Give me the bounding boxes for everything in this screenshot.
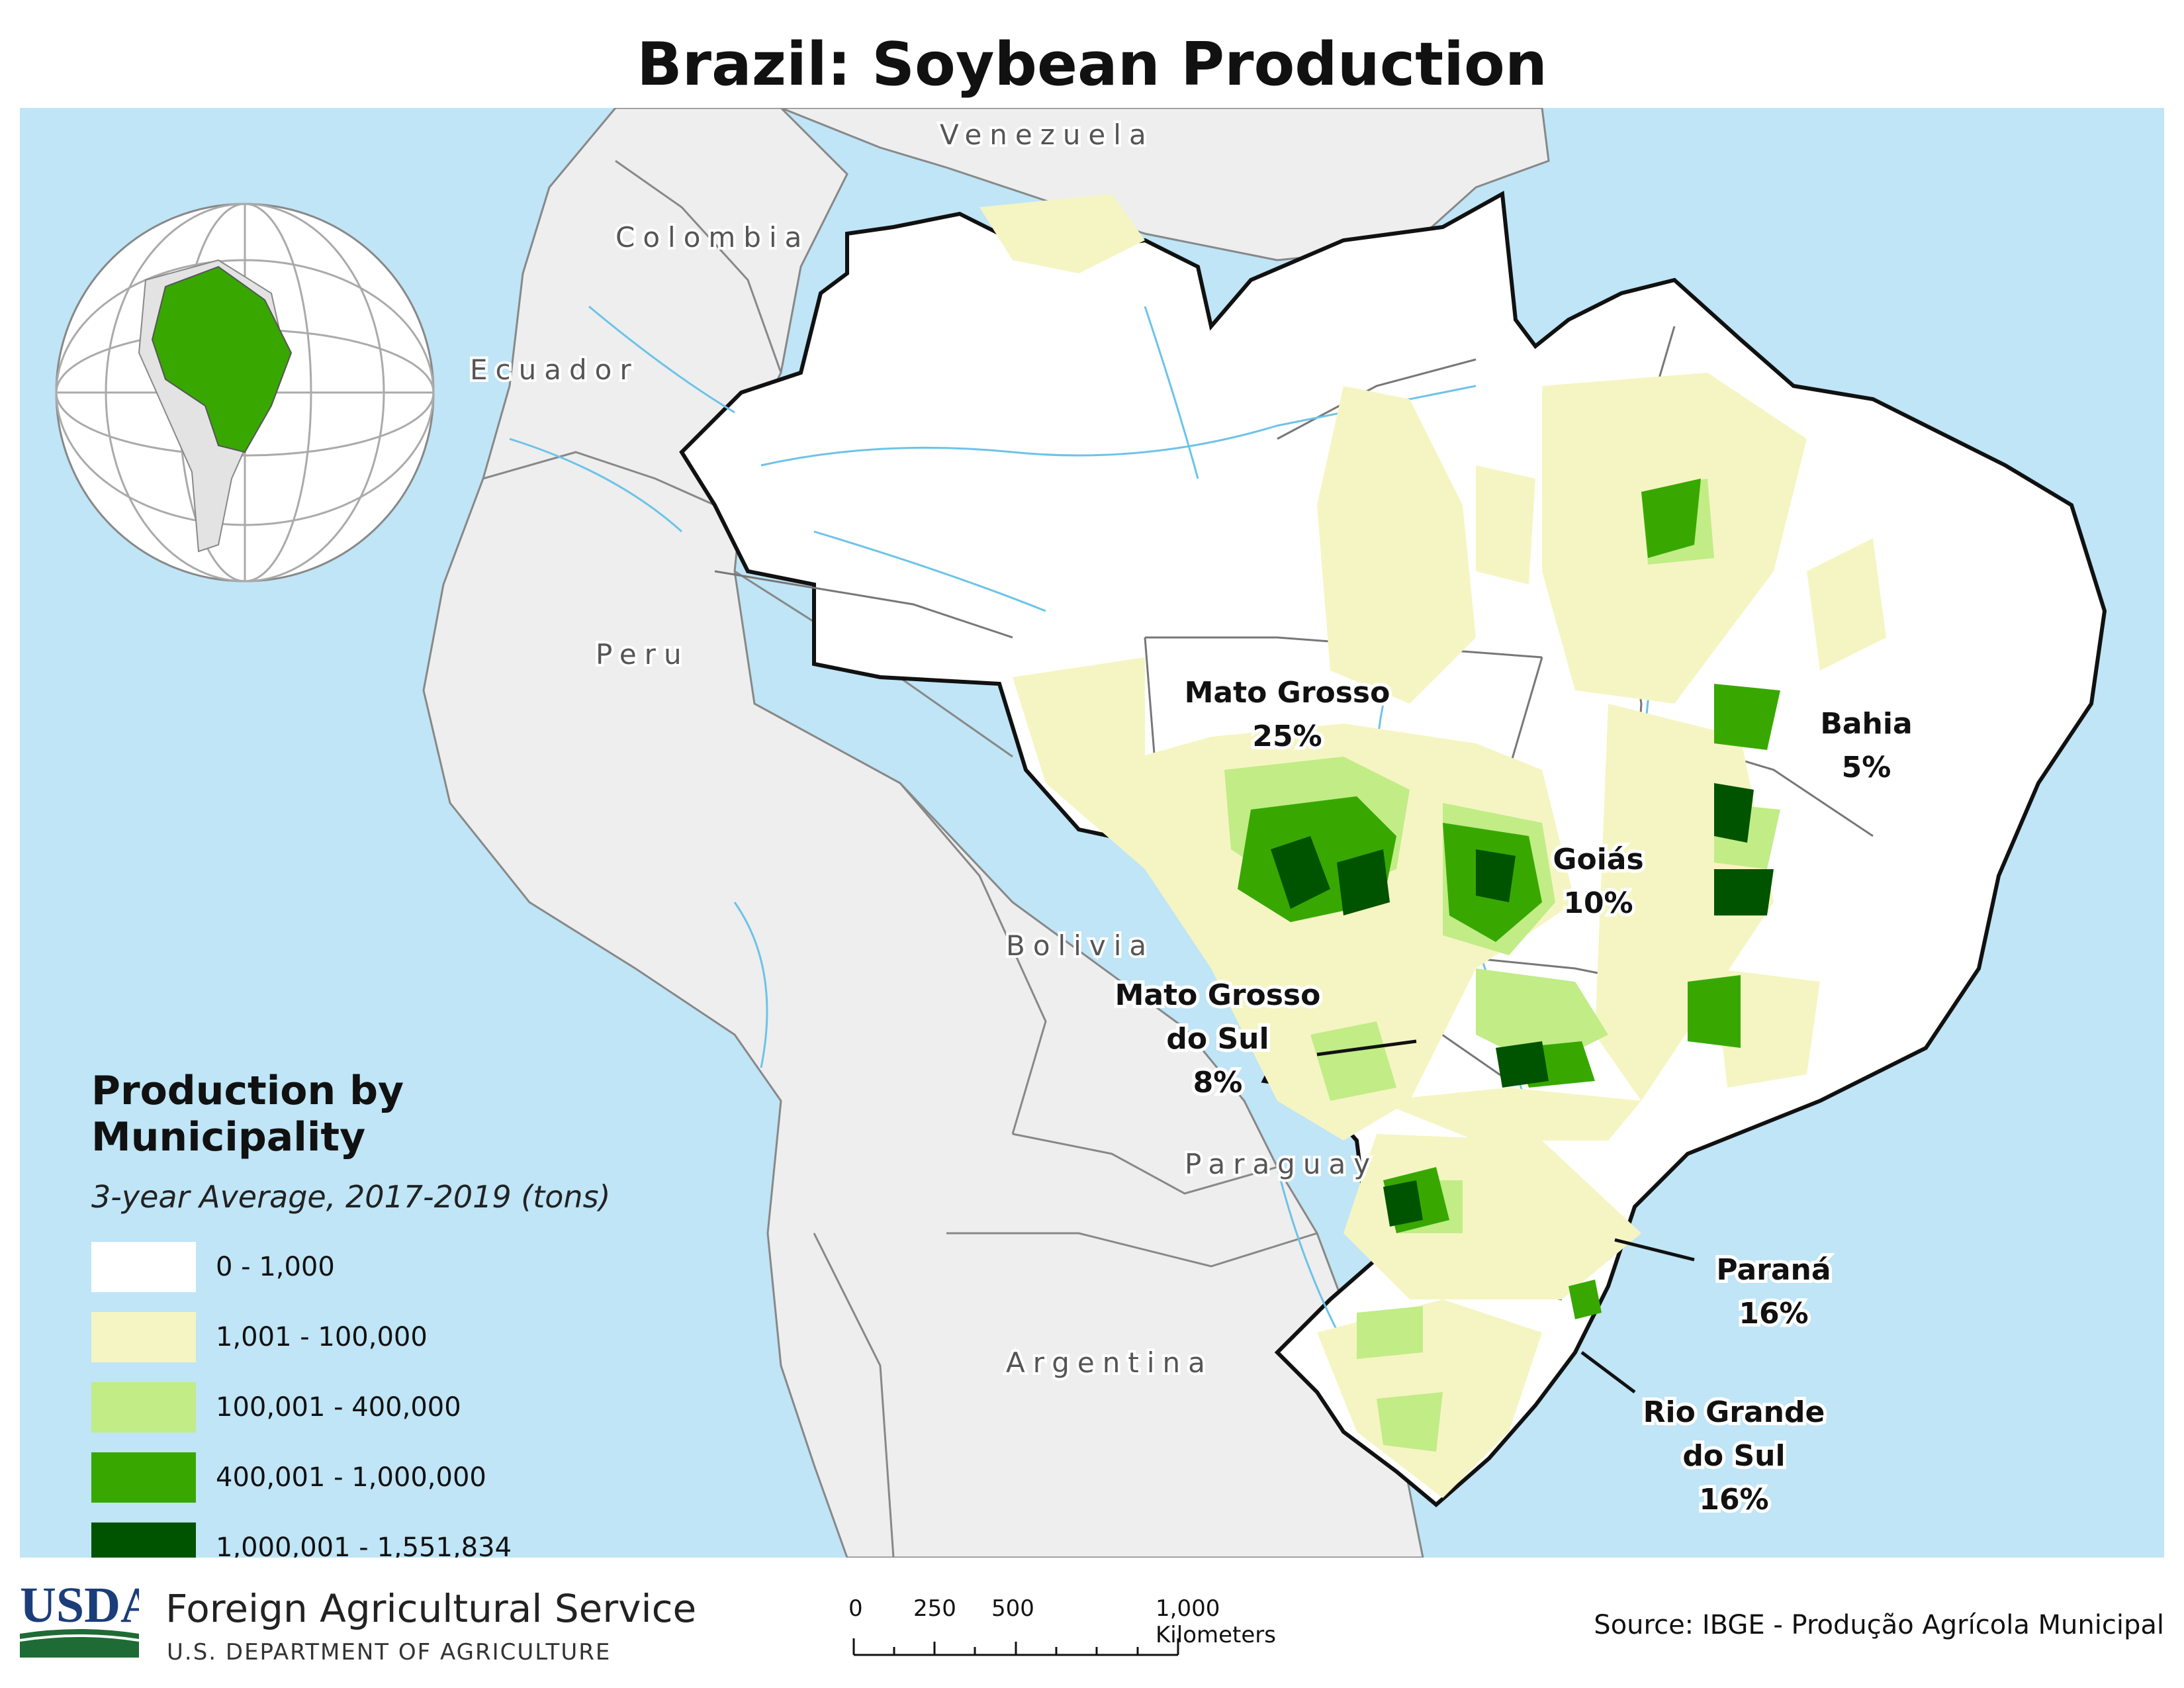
legend-item: 100,001 - 400,000 xyxy=(91,1372,687,1442)
state-name1-rio-grande-do-sul: Rio Grande xyxy=(1643,1395,1825,1429)
scale-label-0: 0 xyxy=(848,1595,863,1622)
legend-label: 400,001 - 1,000,000 xyxy=(216,1462,486,1493)
scale-label-1000: 1,000 Kilometers xyxy=(1156,1595,1276,1648)
map-svg[interactable]: Venezuela Colombia Ecuador Peru Bolivia … xyxy=(20,108,2164,1558)
legend-swatch xyxy=(91,1382,196,1432)
state-name-bahia: Bahia xyxy=(1820,707,1912,741)
state-label-rio-grande-do-sul: Rio Grande do Sul 16% xyxy=(1643,1395,1825,1517)
state-name-mato-grosso: Mato Grosso xyxy=(1185,676,1390,710)
department-name: U.S. DEPARTMENT OF AGRICULTURE xyxy=(167,1639,612,1665)
country-label-paraguay: Paraguay xyxy=(1185,1148,1378,1180)
country-label-peru: Peru xyxy=(596,638,690,671)
state-label-mato-grosso-do-sul: Mato Grosso do Sul 8% xyxy=(1115,978,1321,1100)
globe-inset xyxy=(55,203,435,583)
state-share-rio-grande-do-sul: 16% xyxy=(1699,1483,1768,1517)
legend-label: 0 - 1,000 xyxy=(216,1252,335,1282)
neighbor-borders xyxy=(482,160,1318,1558)
state-label-goias: Goiás 10% xyxy=(1553,843,1643,920)
state-name-parana: Paraná xyxy=(1716,1253,1831,1287)
legend-label: 100,001 - 400,000 xyxy=(216,1392,461,1423)
state-share-parana: 16% xyxy=(1739,1297,1808,1331)
leader-lines xyxy=(1316,1039,1695,1393)
legend-title: Production by Municipality xyxy=(91,1068,404,1160)
map-title: Brazil: Soybean Production xyxy=(637,30,1547,99)
legend-rows: 0 - 1,000 1,001 - 100,000 100,001 - 400,00… xyxy=(91,1232,687,1558)
country-label-venezuela: Venezuela xyxy=(940,118,1154,151)
legend-swatch xyxy=(91,1452,196,1503)
footer: USDA Foreign Agricultural Service U.S. D… xyxy=(0,1569,2184,1688)
state-name1-mato-grosso-do-sul: Mato Grosso xyxy=(1115,978,1321,1012)
state-label-bahia: Bahia 5% xyxy=(1820,707,1912,784)
legend-item: 400,001 - 1,000,000 xyxy=(91,1442,687,1513)
usda-logo-line xyxy=(20,1634,139,1642)
legend-swatch xyxy=(91,1242,196,1292)
country-label-colombia: Colombia xyxy=(615,221,809,254)
legend-item: 0 - 1,000 xyxy=(91,1232,687,1302)
state-share-bahia: 5% xyxy=(1842,751,1891,784)
usda-logo[interactable]: USDA xyxy=(20,1578,139,1658)
country-label-argentina: Argentina xyxy=(1006,1346,1213,1379)
state-name-goias: Goiás xyxy=(1553,843,1643,876)
country-label-ecuador: Ecuador xyxy=(470,353,639,386)
legend-item: 1,001 - 100,000 xyxy=(91,1302,687,1372)
usda-logo-field xyxy=(20,1629,139,1658)
legend-item: 1,000,001 - 1,551,834 xyxy=(91,1513,687,1558)
state-share-mato-grosso: 25% xyxy=(1252,720,1322,753)
legend-swatch xyxy=(91,1523,196,1558)
production-areas xyxy=(979,194,1886,1498)
scale-label-250: 250 xyxy=(913,1595,956,1622)
legend-swatch xyxy=(91,1312,196,1362)
state-label-mato-grosso: Mato Grosso 25% xyxy=(1185,676,1390,753)
usda-logo-text: USDA xyxy=(20,1578,139,1633)
legend-subtitle: 3-year Average, 2017-2019 (tons) xyxy=(91,1179,611,1215)
country-label-bolivia: Bolivia xyxy=(1006,929,1154,962)
scale-ruler xyxy=(852,1638,1179,1656)
legend-label: 1,000,001 - 1,551,834 xyxy=(216,1532,512,1558)
source-credit: Source: IBGE - Produção Agrícola Municip… xyxy=(1594,1610,2164,1640)
state-share-goias: 10% xyxy=(1563,886,1633,920)
legend: Production by Municipality 3-year Averag… xyxy=(91,1068,687,1558)
map-frame[interactable]: Venezuela Colombia Ecuador Peru Bolivia … xyxy=(20,108,2164,1558)
state-name2-rio-grande-do-sul: do Sul xyxy=(1682,1439,1785,1473)
state-name2-mato-grosso-do-sul: do Sul xyxy=(1166,1022,1269,1056)
state-label-parana: Paraná 16% xyxy=(1716,1253,1831,1331)
scale-bar: 0 250 500 1,000 Kilometers xyxy=(841,1595,1276,1668)
scale-label-500: 500 xyxy=(991,1595,1034,1622)
legend-label: 1,001 - 100,000 xyxy=(216,1322,428,1352)
agency-name: Foreign Agricultural Service xyxy=(165,1586,697,1631)
state-share-mato-grosso-do-sul: 8% xyxy=(1193,1066,1243,1100)
